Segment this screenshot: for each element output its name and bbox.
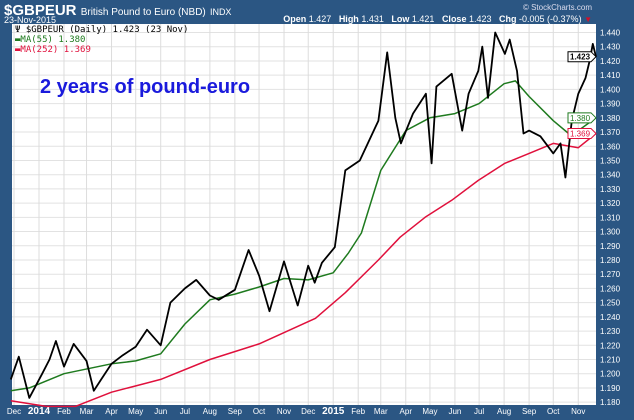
x-tick-label: Jul bbox=[474, 407, 484, 416]
x-tick-label: Oct bbox=[253, 407, 266, 416]
value-tag bbox=[567, 127, 597, 139]
y-tick-label: 1.180 bbox=[600, 398, 621, 407]
symbol-name: British Pound to Euro (NBD) bbox=[80, 7, 206, 18]
series-line-ma-55- bbox=[10, 80, 597, 392]
x-tick-label: 2015 bbox=[322, 406, 345, 417]
y-tick-label: 1.200 bbox=[600, 370, 621, 379]
y-tick-label: 1.440 bbox=[600, 29, 621, 38]
y-tick-label: 1.260 bbox=[600, 284, 621, 293]
copyright: © StockCharts.com bbox=[522, 3, 592, 12]
open-value: 1.427 bbox=[308, 14, 332, 24]
low-value: 1.421 bbox=[411, 14, 435, 24]
chg-label: Chg bbox=[499, 14, 517, 24]
y-tick-label: 1.400 bbox=[600, 85, 621, 94]
legend-ma55-text: MA(55) 1.380 bbox=[20, 35, 86, 45]
legend-ma252: ▬MA(252) 1.369 bbox=[15, 45, 91, 55]
x-tick-label: Jun bbox=[154, 407, 167, 416]
y-tick-label: 1.250 bbox=[600, 299, 621, 308]
series-line--gbpeur bbox=[9, 31, 597, 399]
chg-value: -0.005 (-0.37%) bbox=[519, 14, 582, 24]
y-tick-label: 1.360 bbox=[600, 142, 621, 151]
y-tick-label: 1.420 bbox=[600, 57, 621, 66]
high-value: 1.431 bbox=[361, 14, 384, 24]
y-tick-label: 1.290 bbox=[600, 242, 621, 251]
y-tick-label: 1.340 bbox=[600, 171, 621, 180]
x-tick-label: Aug bbox=[497, 407, 511, 416]
y-tick-label: 1.300 bbox=[600, 228, 621, 237]
value-tag bbox=[567, 51, 597, 63]
y-tick-label: 1.390 bbox=[600, 100, 621, 109]
x-tick-label: Mar bbox=[80, 407, 94, 416]
open-label: Open bbox=[283, 14, 307, 24]
legend-price-text: $GBPEUR (Daily) 1.423 (23 Nov) bbox=[25, 25, 189, 35]
x-tick-label: Jul bbox=[180, 407, 190, 416]
x-tick-label: Dec bbox=[301, 407, 315, 416]
x-tick-label: 2014 bbox=[28, 406, 51, 417]
y-tick-label: 1.350 bbox=[600, 156, 621, 165]
x-tick-label: May bbox=[422, 407, 437, 416]
x-tick-label: Oct bbox=[547, 407, 560, 416]
ohlc-readout: Open 1.427 High 1.431 Low 1.421 Close 1.… bbox=[283, 14, 592, 24]
y-tick-label: 1.310 bbox=[600, 213, 621, 222]
y-tick-label: 1.370 bbox=[600, 128, 621, 137]
x-tick-label: Feb bbox=[57, 407, 71, 416]
y-tick-label: 1.430 bbox=[600, 43, 621, 52]
value-tag-label: 1.423 bbox=[570, 53, 591, 62]
symbol: $GBPEUR bbox=[4, 2, 77, 19]
exchange: INDX bbox=[209, 7, 232, 17]
y-tick-label: 1.410 bbox=[600, 71, 621, 80]
x-tick-label: Sep bbox=[228, 407, 243, 416]
value-tag-label: 1.380 bbox=[570, 114, 591, 123]
high-label: High bbox=[338, 14, 359, 24]
x-tick-label: Apr bbox=[400, 407, 413, 416]
x-tick-label: Feb bbox=[351, 407, 365, 416]
annotation-text: 2 years of pound-euro bbox=[40, 76, 251, 98]
value-tag bbox=[567, 112, 597, 124]
legend-price: Ψ $GBPEUR (Daily) 1.423 (23 Nov) bbox=[15, 25, 189, 35]
legend-ma252-text: MA(252) 1.369 bbox=[20, 45, 91, 55]
close-value: 1.423 bbox=[468, 14, 492, 24]
y-tick-label: 1.190 bbox=[600, 384, 621, 393]
y-tick-label: 1.330 bbox=[600, 185, 621, 194]
x-tick-label: Mar bbox=[374, 407, 388, 416]
x-tick-label: Nov bbox=[277, 407, 291, 416]
y-tick-label: 1.280 bbox=[600, 256, 621, 265]
x-tick-label: Jun bbox=[448, 407, 461, 416]
y-tick-label: 1.210 bbox=[600, 356, 621, 365]
x-tick-label: Nov bbox=[571, 407, 585, 416]
y-tick-label: 1.220 bbox=[600, 341, 621, 350]
x-tick-label: Dec bbox=[7, 407, 21, 416]
value-tag-label: 1.369 bbox=[570, 129, 591, 138]
series-line-ma-252- bbox=[10, 132, 597, 408]
y-tick-label: 1.380 bbox=[600, 114, 621, 123]
y-tick-label: 1.230 bbox=[600, 327, 621, 336]
x-tick-label: Apr bbox=[105, 407, 118, 416]
x-tick-label: Aug bbox=[203, 407, 217, 416]
x-tick-label: Sep bbox=[522, 407, 537, 416]
chart-date: 23-Nov-2015 bbox=[4, 15, 57, 25]
chart-title: $GBPEUR British Pound to Euro (NBD) INDX bbox=[4, 2, 231, 19]
close-label: Close bbox=[441, 14, 467, 24]
x-tick-label: May bbox=[128, 407, 143, 416]
low-label: Low bbox=[391, 14, 410, 24]
y-tick-label: 1.240 bbox=[600, 313, 621, 322]
legend-ma55: ▬MA(55) 1.380 bbox=[15, 35, 86, 45]
y-tick-label: 1.270 bbox=[600, 270, 621, 279]
y-tick-label: 1.320 bbox=[600, 199, 621, 208]
down-triangle-icon: ▼ bbox=[584, 15, 592, 24]
